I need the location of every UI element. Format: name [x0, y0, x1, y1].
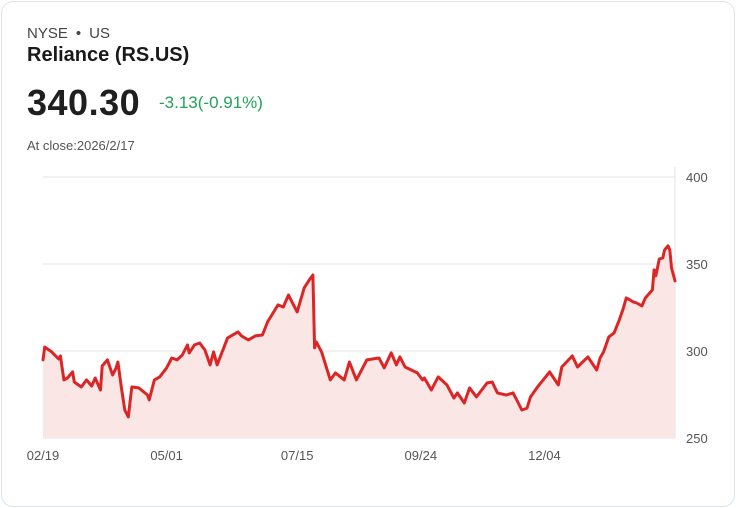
price-area-fill	[43, 245, 675, 438]
y-tick-label: 350	[686, 257, 708, 272]
price-change: -3.13(-0.91%)	[159, 93, 263, 112]
close-date: At close:2026/2/17	[27, 138, 135, 153]
x-tick-label: 07/15	[281, 448, 314, 463]
y-tick-label: 250	[686, 431, 708, 446]
region-label: US	[89, 25, 110, 42]
y-tick-label: 300	[686, 344, 708, 359]
x-tick-label: 09/24	[405, 448, 438, 463]
stock-price: 340.30	[27, 82, 141, 123]
x-tick-label: 02/19	[27, 448, 60, 463]
y-tick-label: 400	[686, 170, 708, 185]
price-line	[41, 244, 677, 419]
exchange-info: NYSE • US	[27, 25, 110, 42]
x-tick-label: 05/01	[150, 448, 183, 463]
separator-dot: •	[75, 25, 82, 42]
exchange-label: NYSE	[27, 25, 68, 42]
stock-title: Reliance (RS.US)	[27, 44, 190, 66]
x-tick-label: 12/04	[528, 448, 561, 463]
